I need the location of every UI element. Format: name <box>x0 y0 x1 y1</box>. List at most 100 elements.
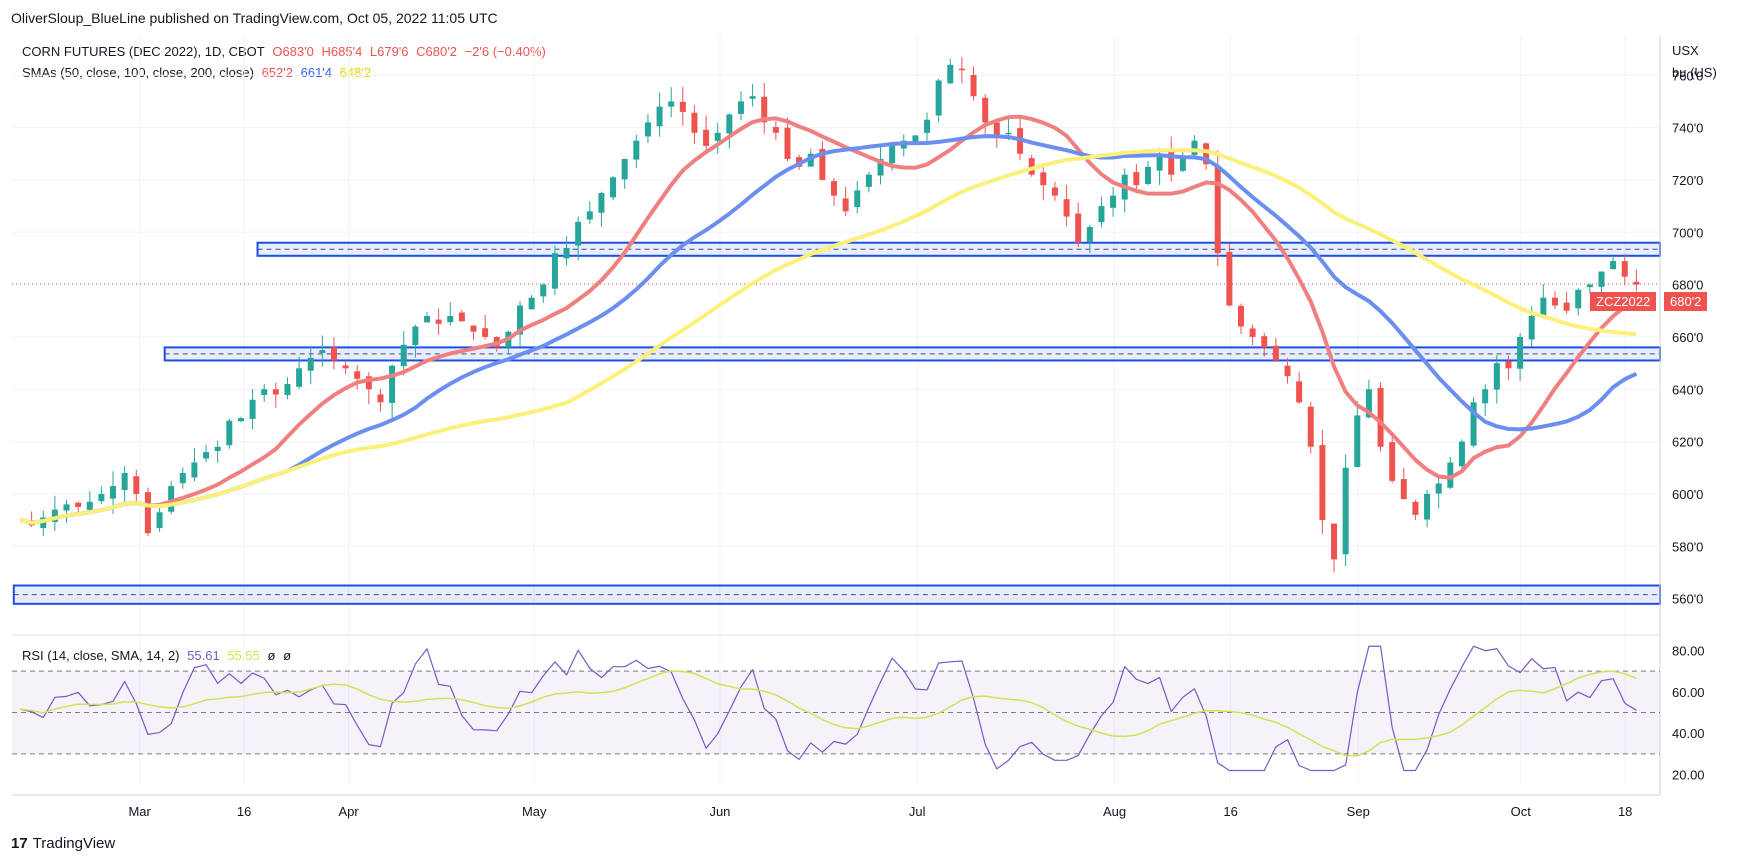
candle-body <box>1621 261 1628 277</box>
candle-body <box>726 114 733 134</box>
candle-body <box>563 247 570 259</box>
candle-body <box>1598 271 1605 287</box>
footer-brand[interactable]: 17 TradingView <box>11 835 115 852</box>
candle-body <box>621 158 628 180</box>
candle-body <box>342 365 349 369</box>
candle-body <box>1110 195 1117 208</box>
time-tick-label: Oct <box>1511 804 1532 819</box>
candle-body <box>749 96 756 99</box>
publisher-line: OliverSloup_BlueLine published on Tradin… <box>11 10 498 26</box>
rsi-tick-label: 20.00 <box>1672 768 1705 783</box>
close-value: C680'2 <box>416 44 457 59</box>
candle-body <box>1191 140 1198 155</box>
candle-body <box>575 221 582 246</box>
candle-body <box>1412 501 1419 515</box>
candle-body <box>714 132 721 141</box>
sma100-value: 661'4 <box>300 65 333 80</box>
candle-body <box>691 112 698 133</box>
candle-body <box>1307 406 1314 447</box>
candle-body <box>1493 363 1500 390</box>
candle-body <box>1272 345 1279 361</box>
rsi-value: 55.61 <box>187 648 220 663</box>
brand-name: TradingView <box>32 835 116 852</box>
candle-body <box>51 509 58 522</box>
candle-body <box>98 493 105 502</box>
candle-body <box>1226 251 1233 306</box>
candle-body <box>482 328 489 337</box>
candle-body <box>307 357 314 371</box>
candle-body <box>1249 328 1256 337</box>
candle-body <box>1377 387 1384 447</box>
axis-unit-currency: USX <box>1672 43 1699 58</box>
candle-body <box>424 315 430 323</box>
candle-body <box>737 101 744 114</box>
candle-body <box>1447 462 1454 488</box>
candle-body <box>1517 336 1524 369</box>
candle-body <box>110 486 117 499</box>
sma-label: SMAs (50, close, 100, close, 200, close) <box>22 65 254 80</box>
candle-body <box>330 347 337 361</box>
price-tick-label: 620'0 <box>1672 435 1703 450</box>
open-value: O683'0 <box>272 44 314 59</box>
candle-body <box>214 446 221 451</box>
candle-body <box>517 305 524 335</box>
time-tick-label: 16 <box>1223 804 1237 819</box>
candle-body <box>1482 389 1489 404</box>
price-tick-label: 660'0 <box>1672 330 1703 345</box>
high-value: H685'4 <box>321 44 363 59</box>
tradingview-logo-icon: 17 <box>11 835 28 852</box>
price-tick-label: 560'0 <box>1672 592 1703 607</box>
candle-body <box>1133 172 1140 186</box>
sma200-line <box>19 148 1637 525</box>
price-tick-label: 600'0 <box>1672 487 1703 502</box>
price-tick-label: 680'0 <box>1672 278 1703 293</box>
candle-body <box>296 368 303 387</box>
sma200-value: 648'2 <box>339 65 372 80</box>
candle-body <box>1400 478 1407 500</box>
candle-body <box>191 462 198 478</box>
candle-body <box>377 394 384 403</box>
rsi-tick-label: 40.00 <box>1672 726 1705 741</box>
rsi-extra2: ø <box>283 648 292 663</box>
candle-body <box>1005 132 1012 135</box>
candle-body <box>1528 315 1535 340</box>
change-value: −2'6 (−0.40%) <box>464 44 546 59</box>
candle-body <box>272 389 279 395</box>
time-tick-label: Sep <box>1347 804 1370 819</box>
rsi-line <box>19 645 1637 772</box>
candle-body <box>1028 158 1035 175</box>
price-tick-label: 580'0 <box>1672 539 1703 554</box>
candle-body <box>1610 261 1617 270</box>
candle-body <box>354 371 361 379</box>
candle-body <box>1296 381 1303 403</box>
candle-body <box>958 68 965 71</box>
last-price-tag: 680'2 <box>1664 292 1708 311</box>
price-tick-label: 700'0 <box>1672 225 1703 240</box>
candle-body <box>772 127 779 133</box>
candle-body <box>1063 199 1070 217</box>
candle-body <box>540 284 547 297</box>
candle-body <box>1354 415 1361 468</box>
candle-body <box>1168 151 1175 175</box>
candle-body <box>819 148 826 180</box>
rsi-sma-value: 55.55 <box>227 648 260 663</box>
candle-body <box>1342 467 1349 555</box>
candle-body <box>1470 402 1477 446</box>
candle-body <box>1319 445 1326 521</box>
candle-body <box>133 476 140 494</box>
axis-unit-measure: bu (US) <box>1672 65 1717 80</box>
candle-body <box>784 127 791 159</box>
candle-body <box>1203 143 1210 165</box>
candle-body <box>447 315 454 323</box>
candle-body <box>551 253 558 289</box>
price-tick-label: 640'0 <box>1672 382 1703 397</box>
candle-body <box>528 297 535 310</box>
candle-body <box>598 193 605 213</box>
candle-body <box>1575 289 1582 309</box>
candle-body <box>226 420 233 446</box>
candle-body <box>400 344 407 367</box>
candle-body <box>912 135 919 143</box>
candle-body <box>1144 166 1151 185</box>
sma50-line <box>19 114 1638 525</box>
